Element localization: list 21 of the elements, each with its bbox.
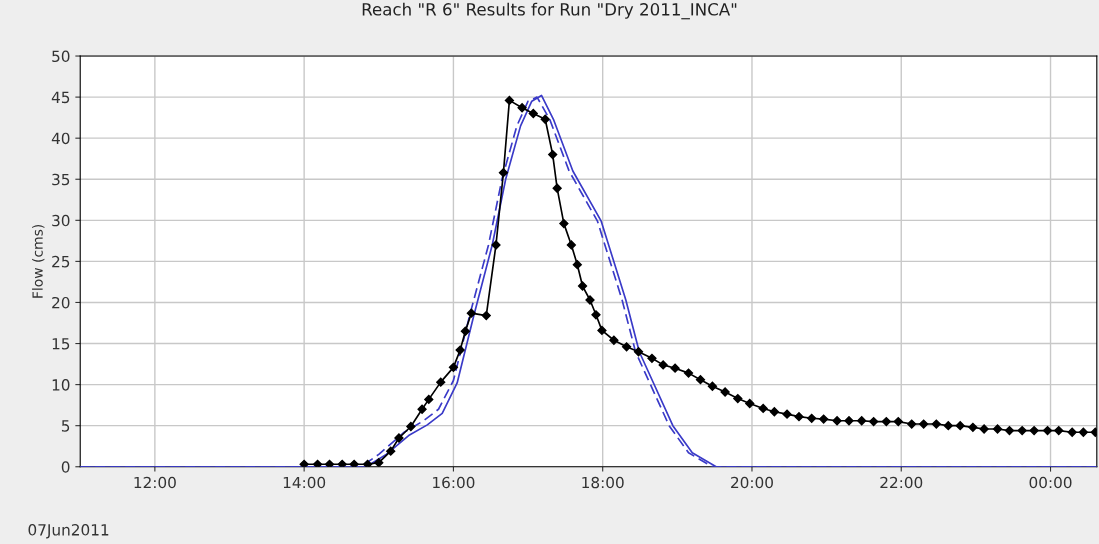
y-tick-label: 10 [52,379,70,391]
y-tick-label: 45 [51,91,70,104]
y-tick-label: 35 [52,173,70,186]
y-tick-label: 25 [52,255,70,268]
x-tick-label: 18:00 [582,476,624,489]
x-tick-label: 16:00 [433,476,475,489]
y-tick-label: 50 [52,50,70,63]
y-tick-label: 0 [61,461,70,473]
y-tick-label: 20 [52,296,70,309]
chart-title: Reach "R 6" Results for Run "Dry 2011_INCA" [362,2,737,20]
x-tick-label: 22:00 [880,476,923,489]
x-tick-label: 20:00 [731,476,773,489]
y-axis-title: Flow (cms) [32,224,45,298]
x-tick-label: 14:00 [283,476,326,489]
y-tick-label: 30 [52,214,70,227]
y-tick-label: 15 [52,338,70,350]
x-tick-label: 00:00 [1029,476,1072,489]
text: 07Jun2011 [28,524,109,539]
y-tick-label: 40 [51,132,70,145]
x-tick-label: 12:00 [134,476,176,489]
y-tick-label: 5 [61,420,70,432]
